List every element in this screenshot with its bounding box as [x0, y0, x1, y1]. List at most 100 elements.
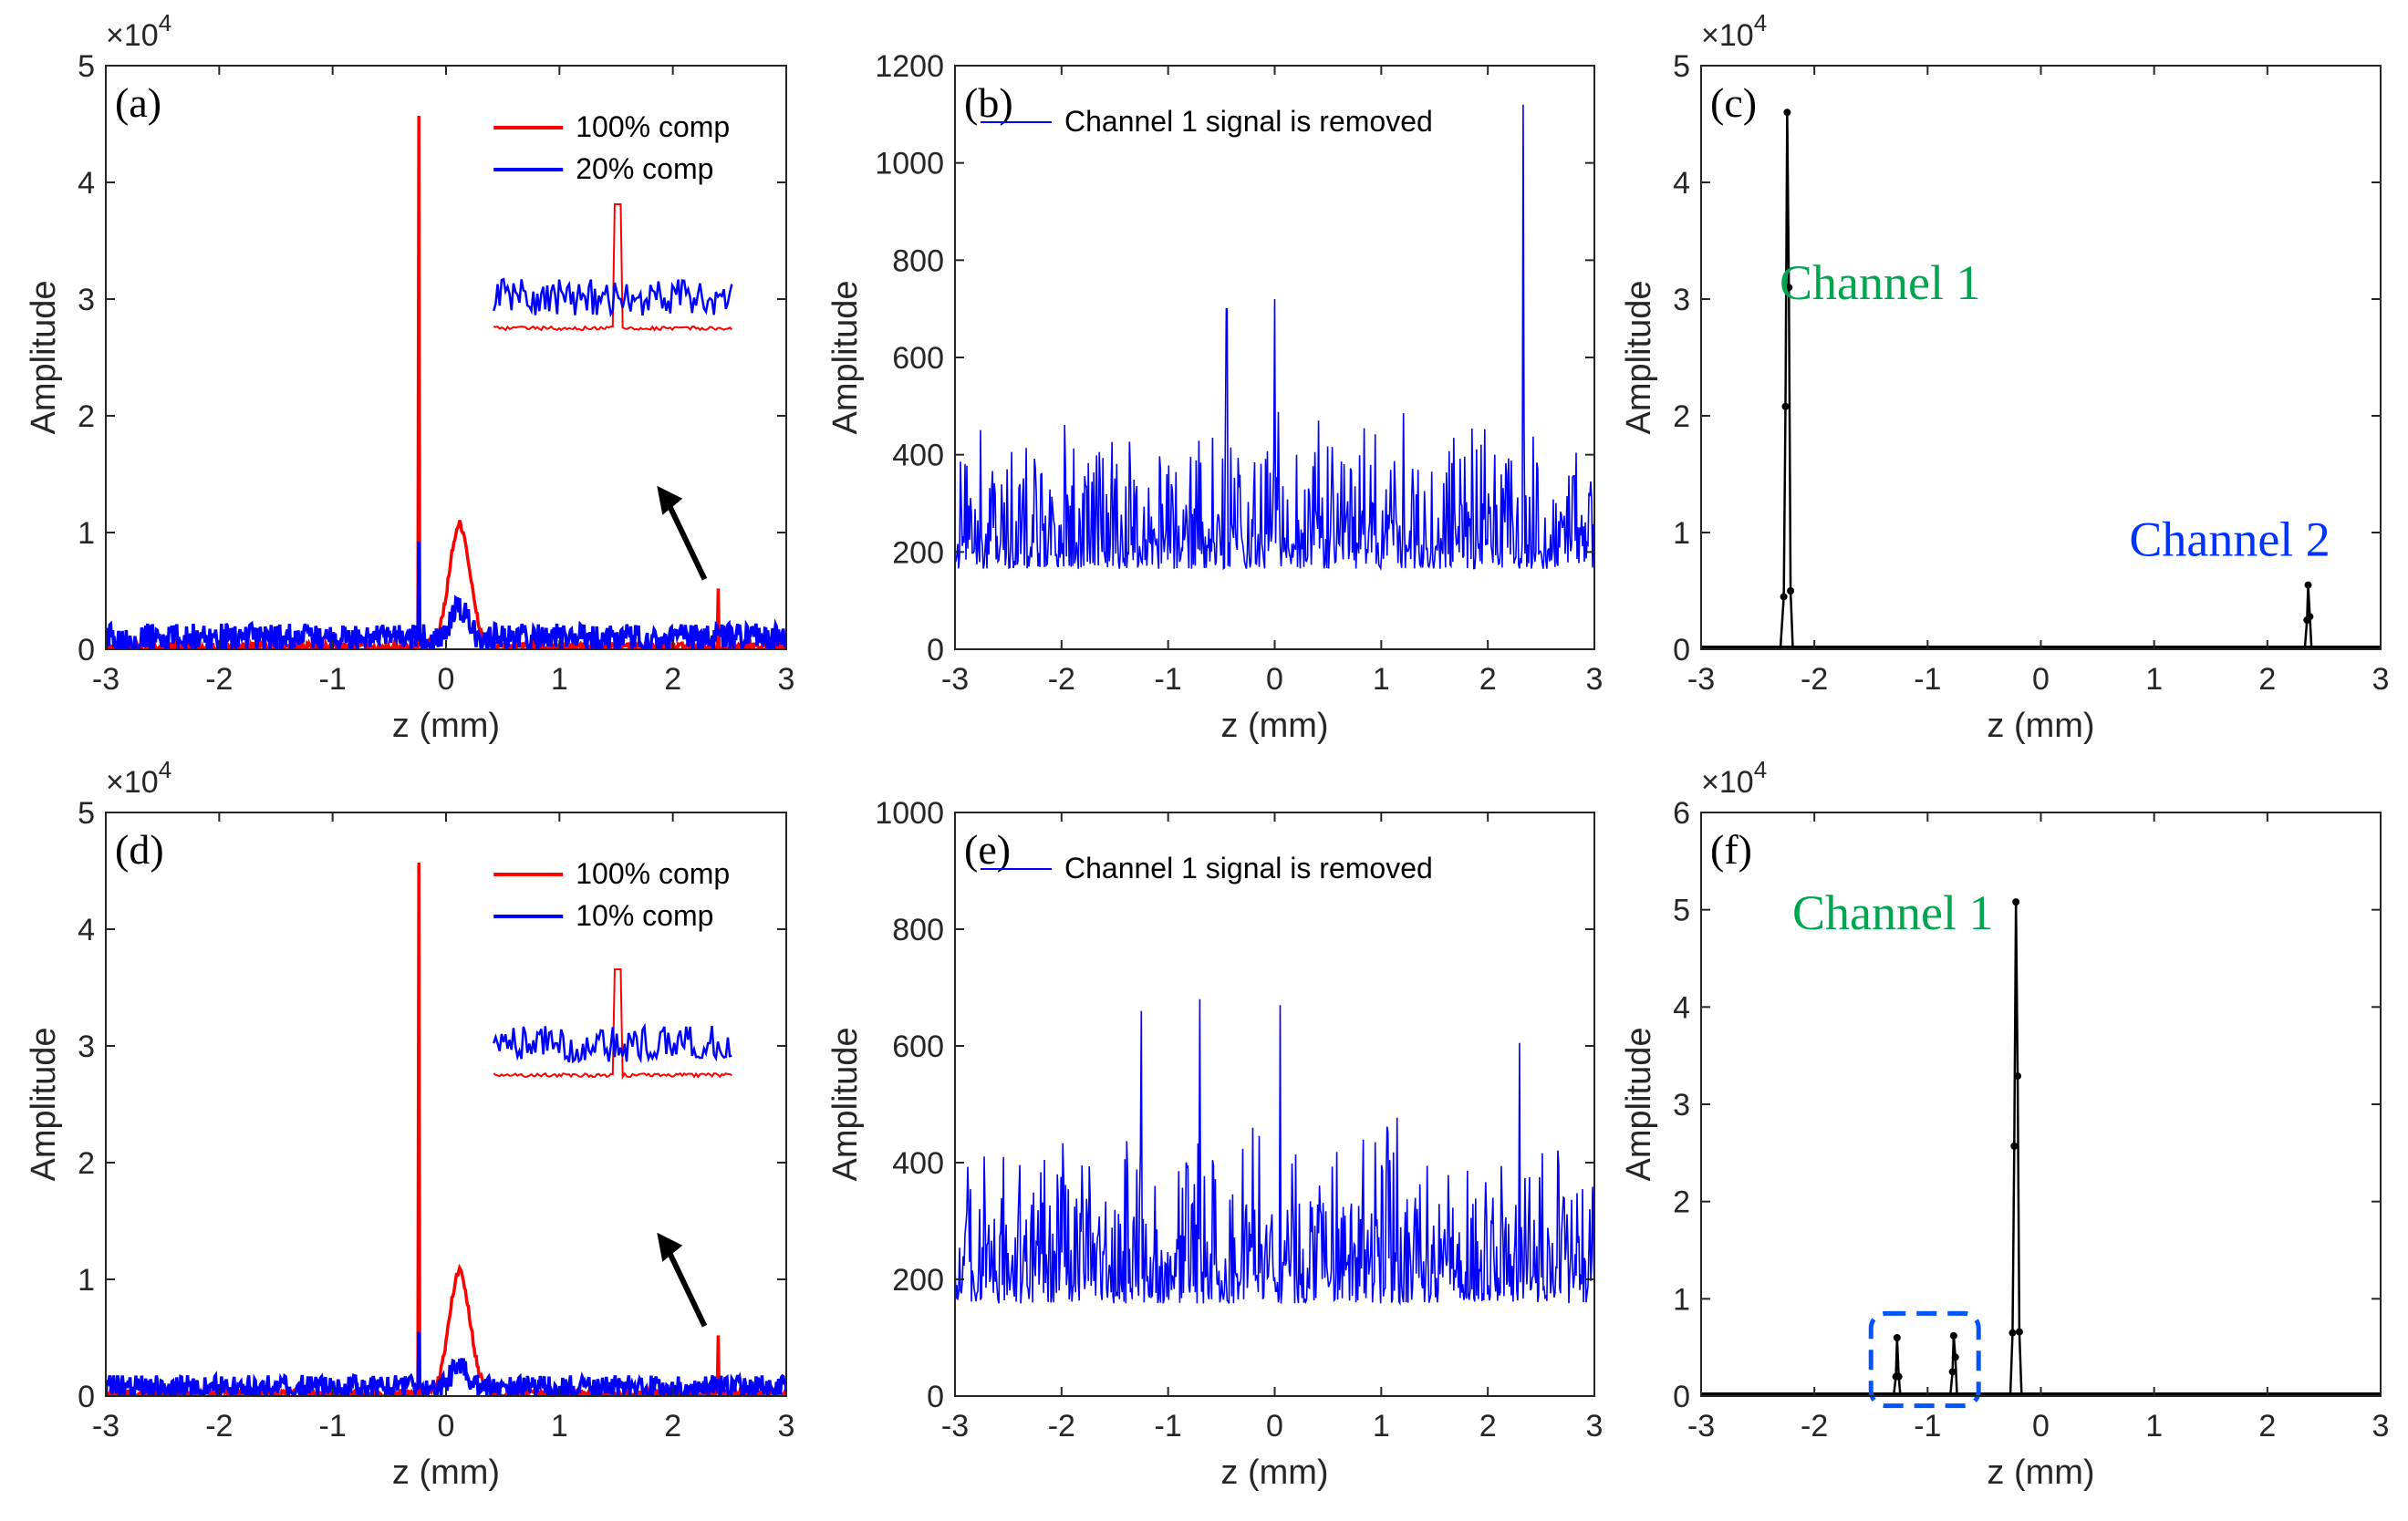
x-tick-label: 1 — [551, 662, 568, 697]
series-line-0 — [955, 998, 1594, 1306]
y-axis-label: Amplitude — [826, 281, 865, 435]
y-tick-label: 1 — [78, 1263, 95, 1298]
panel-letter: (b) — [964, 79, 1013, 126]
x-tick-label: 0 — [1266, 662, 1283, 697]
x-tick-label: -3 — [1687, 1409, 1715, 1443]
y-tick-label: 600 — [892, 341, 944, 376]
data-point — [1787, 587, 1795, 595]
x-tick-label: -3 — [1687, 662, 1715, 697]
data-point — [2010, 1142, 2019, 1150]
series-line-0 — [1892, 902, 2023, 1396]
x-tick-label: -1 — [319, 1409, 347, 1443]
y-tick-label: 0 — [927, 1380, 944, 1414]
data-point — [1948, 1368, 1956, 1376]
y-tick-label: 1000 — [875, 796, 944, 831]
panel-letter: (f) — [1710, 826, 1752, 873]
y-tick-label: 3 — [78, 1030, 95, 1064]
y-tick-label: 2 — [1673, 1185, 1690, 1220]
legend-entry: 20% comp — [576, 152, 713, 185]
y-tick-label: 1 — [1673, 516, 1690, 551]
data-point — [2304, 581, 2312, 589]
plot-area — [955, 998, 1594, 1306]
x-tick-label: -1 — [1155, 662, 1182, 697]
series-line-0 — [1779, 112, 2313, 649]
plot-area — [1701, 109, 2381, 649]
data-point — [1893, 1334, 1901, 1341]
legend-entry: 100% comp — [576, 857, 730, 890]
data-point — [1785, 284, 1793, 292]
x-tick-label: -2 — [1801, 1409, 1828, 1443]
panel-c: -3 -2 -1 0 1 2 3 0 1 2 3 4 5 ×104 z (mm) Amplitude (c) Ch… — [1620, 9, 2389, 745]
series-line-0 — [106, 115, 786, 649]
x-tick-label: 3 — [1586, 1409, 1604, 1443]
y-tick-label: 0 — [1673, 633, 1690, 667]
y-axis-label: Amplitude — [1620, 281, 1658, 435]
inset-blue-line — [493, 1022, 732, 1064]
plot-area — [1701, 898, 2381, 1396]
legend-entry: 100% comp — [576, 110, 730, 143]
panel-letter: (d) — [115, 826, 164, 873]
x-tick-label: -3 — [92, 662, 119, 697]
annotation-text: Channel 2 — [2129, 512, 2330, 567]
y-axis-label: Amplitude — [1620, 1028, 1658, 1182]
annotation-text: Channel 1 — [1792, 885, 1993, 940]
y-tick-label: 1200 — [875, 49, 944, 84]
y-tick-label: 4 — [1673, 166, 1690, 201]
panel-b: -3 -2 -1 0 1 2 3 0 200 400 600 800 1000 1200 z (mm) Amp… — [826, 49, 1603, 745]
x-tick-label: -2 — [1048, 662, 1075, 697]
x-tick-label: -1 — [1914, 662, 1941, 697]
y-axis-label: Amplitude — [25, 1028, 63, 1182]
x-axis-label: z (mm) — [1220, 707, 1328, 745]
x-tick-label: -2 — [1801, 662, 1828, 697]
panel-letter: (c) — [1710, 79, 1757, 126]
y-tick-label: 0 — [1673, 1380, 1690, 1414]
data-point — [1894, 1372, 1903, 1381]
x-axis-label: z (mm) — [1220, 1454, 1328, 1492]
x-tick-label: 2 — [2258, 1409, 2276, 1443]
y-tick-label: 2 — [78, 1146, 95, 1181]
data-point — [1781, 402, 1790, 410]
y-tick-label: 5 — [1673, 894, 1690, 928]
y-tick-label: 800 — [892, 243, 944, 278]
x-tick-label: -2 — [205, 1409, 233, 1443]
inset-arrow-line — [663, 1244, 708, 1328]
x-tick-label: 0 — [438, 1409, 455, 1443]
panel-letter: (a) — [115, 79, 161, 126]
x-tick-label: 1 — [1373, 1409, 1390, 1443]
inset-red-line — [493, 968, 732, 1081]
y-tick-label: 4 — [78, 913, 95, 947]
panel-d: -3 -2 -1 0 1 2 3 0 1 2 3 4 5 ×104 z (mm) Amplitude (d) 10… — [25, 756, 794, 1492]
panel-a: -3 -2 -1 0 1 2 3 0 1 2 3 4 5 ×104 z (mm) Amplitude (a) 10… — [25, 9, 794, 745]
highlight-box — [1868, 1310, 1981, 1409]
data-point — [1783, 109, 1791, 117]
x-tick-label: -1 — [1155, 1409, 1182, 1443]
data-point — [2014, 1072, 2022, 1081]
y-tick-label: 2 — [1673, 399, 1690, 434]
data-point — [1951, 1353, 1959, 1361]
x-tick-label: 2 — [664, 662, 681, 697]
series-line-0 — [106, 862, 786, 1396]
y-tick-label: 2 — [78, 399, 95, 434]
y-tick-label: 400 — [892, 439, 944, 473]
axes-box — [954, 812, 1595, 1397]
plot-area — [955, 104, 1594, 571]
y-axis-label: Amplitude — [25, 281, 63, 435]
x-tick-label: 1 — [2145, 662, 2163, 697]
x-axis-label: z (mm) — [392, 1454, 500, 1492]
x-tick-label: 2 — [2258, 662, 2276, 697]
x-tick-label: 1 — [551, 1409, 568, 1443]
y-tick-label: 200 — [892, 1263, 944, 1298]
x-tick-label: 2 — [1479, 1409, 1497, 1443]
y-tick-label: 3 — [1673, 283, 1690, 317]
x-tick-label: -2 — [1048, 1409, 1075, 1443]
legend-entry: Channel 1 signal is removed — [1064, 852, 1433, 885]
y-tick-label: 400 — [892, 1146, 944, 1181]
inset-arrow-head — [657, 1232, 683, 1262]
x-tick-label: 0 — [2032, 662, 2050, 697]
y-exponent-label: ×104 — [106, 9, 171, 53]
plot-area — [106, 115, 786, 649]
y-tick-label: 1 — [78, 516, 95, 551]
y-exponent-label: ×104 — [106, 756, 171, 800]
inset-blue-line — [493, 277, 733, 318]
x-tick-label: 0 — [438, 662, 455, 697]
